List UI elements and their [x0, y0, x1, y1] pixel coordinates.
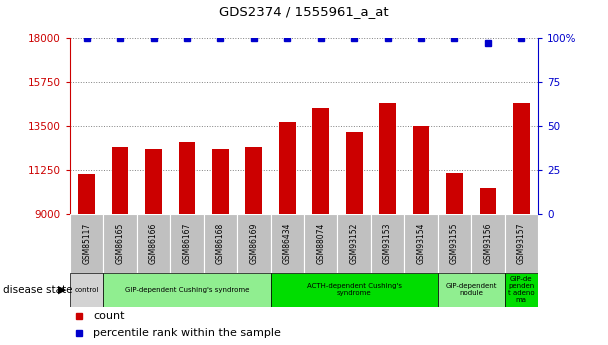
Bar: [379, 104, 396, 214]
Text: GIP-dependent Cushing's syndrome: GIP-dependent Cushing's syndrome: [125, 287, 249, 293]
Text: GSM93152: GSM93152: [350, 223, 359, 264]
Text: GSM93155: GSM93155: [450, 223, 459, 264]
Bar: [505, 214, 538, 273]
Bar: [271, 214, 304, 273]
Bar: [438, 273, 505, 307]
Bar: [237, 214, 271, 273]
Text: GSM86167: GSM86167: [182, 223, 192, 264]
Bar: [438, 214, 471, 273]
Text: GDS2374 / 1555961_a_at: GDS2374 / 1555961_a_at: [219, 5, 389, 18]
Text: GSM93153: GSM93153: [383, 223, 392, 264]
Text: GSM86166: GSM86166: [149, 223, 158, 264]
Text: count: count: [94, 311, 125, 321]
Text: percentile rank within the sample: percentile rank within the sample: [94, 328, 282, 338]
Text: GSM93156: GSM93156: [483, 223, 492, 264]
Text: GSM86434: GSM86434: [283, 223, 292, 264]
Bar: [271, 273, 438, 307]
Text: GSM86168: GSM86168: [216, 223, 225, 264]
Bar: [505, 273, 538, 307]
Bar: [313, 108, 329, 214]
Text: disease state: disease state: [3, 285, 72, 295]
Bar: [279, 122, 295, 214]
Text: GIP-dependent
nodule: GIP-dependent nodule: [446, 283, 497, 296]
Bar: [404, 214, 438, 273]
Bar: [112, 147, 128, 214]
Bar: [103, 214, 137, 273]
Bar: [170, 214, 204, 273]
Text: GSM88074: GSM88074: [316, 223, 325, 264]
Bar: [103, 273, 271, 307]
Bar: [371, 214, 404, 273]
Text: GIP-de
penden
t adeno
ma: GIP-de penden t adeno ma: [508, 276, 534, 303]
Bar: [513, 104, 530, 214]
Bar: [204, 214, 237, 273]
Text: control: control: [74, 287, 99, 293]
Text: GSM86169: GSM86169: [249, 223, 258, 264]
Bar: [337, 214, 371, 273]
Bar: [446, 173, 463, 214]
Bar: [145, 149, 162, 214]
Bar: [70, 273, 103, 307]
Bar: [480, 188, 496, 214]
Bar: [179, 141, 195, 214]
Bar: [346, 132, 362, 214]
Text: GSM93154: GSM93154: [416, 223, 426, 264]
Text: ▶: ▶: [58, 285, 67, 295]
Text: GSM93157: GSM93157: [517, 223, 526, 264]
Text: ACTH-dependent Cushing's
syndrome: ACTH-dependent Cushing's syndrome: [306, 283, 402, 296]
Bar: [413, 126, 429, 214]
Bar: [78, 174, 95, 214]
Bar: [304, 214, 337, 273]
Bar: [70, 214, 103, 273]
Text: GSM85117: GSM85117: [82, 223, 91, 264]
Bar: [246, 147, 262, 214]
Bar: [471, 214, 505, 273]
Text: GSM86165: GSM86165: [116, 223, 125, 264]
Bar: [212, 149, 229, 214]
Bar: [137, 214, 170, 273]
